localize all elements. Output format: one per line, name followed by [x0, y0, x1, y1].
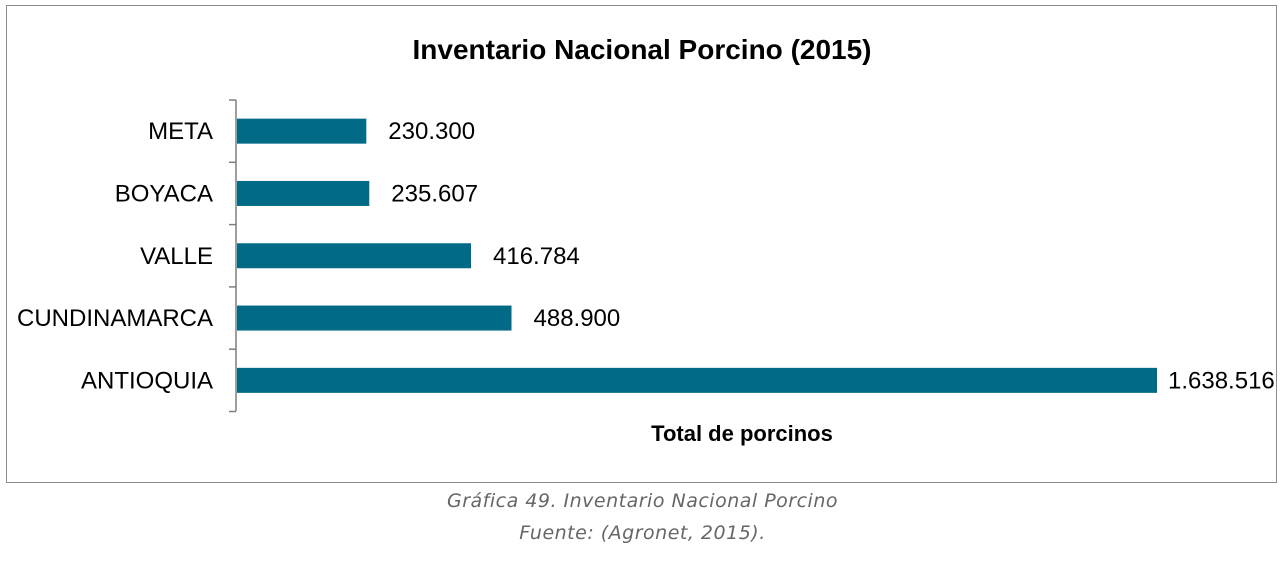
- chart-title: Inventario Nacional Porcino (2015): [412, 34, 871, 65]
- data-label: 1.638.516: [1168, 367, 1275, 394]
- chart-frame: [6, 5, 1277, 483]
- figure-caption: Gráfica 49. Inventario Nacional Porcino: [447, 490, 838, 512]
- bars-group: 230.300 235.607 416.784 488.900 1.638.516: [237, 118, 1275, 394]
- data-label: 416.784: [493, 243, 580, 270]
- x-axis-label: Total de porcinos: [651, 421, 833, 446]
- figure-source: Fuente: (Agronet, 2015).: [519, 522, 766, 544]
- bar-chart: Inventario Nacional Porcino (2015) META B…: [17, 34, 1275, 446]
- bar: [237, 118, 367, 144]
- data-label: 235.607: [391, 180, 478, 207]
- bar: [237, 305, 512, 331]
- axis-ticks: META BOYACA VALLE CUNDINAMARCA ANTIOQUIA: [17, 99, 236, 413]
- bar: [237, 243, 472, 269]
- category-label: VALLE: [140, 243, 213, 270]
- data-label: 488.900: [534, 305, 621, 332]
- category-label: META: [148, 118, 213, 145]
- category-label: ANTIOQUIA: [81, 367, 213, 394]
- category-label: BOYACA: [115, 180, 213, 207]
- bar: [237, 367, 1157, 393]
- bar: [237, 180, 370, 206]
- data-label: 230.300: [388, 118, 475, 145]
- category-label: CUNDINAMARCA: [17, 305, 213, 332]
